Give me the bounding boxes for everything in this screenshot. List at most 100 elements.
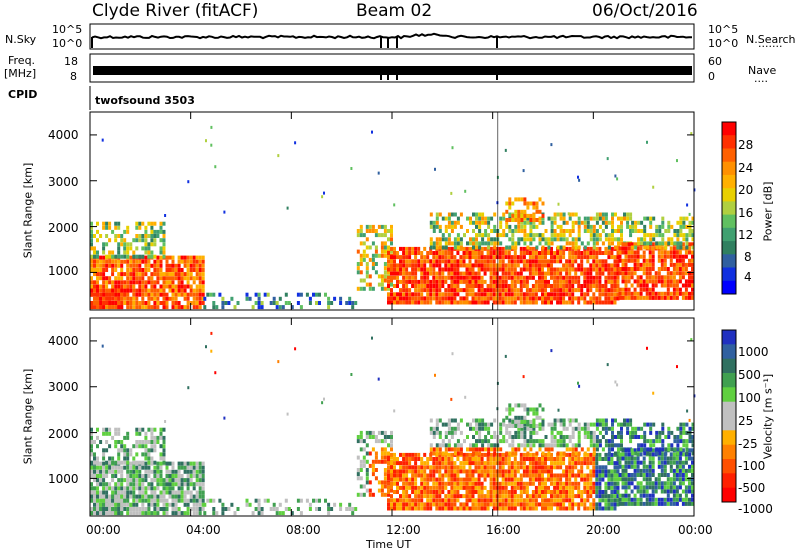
- velocity-cell: [117, 498, 121, 503]
- velocity-cell: [111, 507, 115, 511]
- power-cell: [643, 241, 647, 246]
- velocity-cell: [159, 456, 163, 461]
- velocity-cell: [93, 440, 96, 444]
- power-cell: [480, 279, 484, 284]
- velocity-cell: [577, 494, 581, 499]
- velocity-cell: [550, 452, 553, 457]
- velocity-cell: [414, 461, 418, 466]
- power-cell: [532, 233, 536, 238]
- velocity-cell: [212, 507, 216, 511]
- velocity-cell: [618, 452, 622, 457]
- velocity-cell: [633, 473, 637, 477]
- velocity-cell: [393, 465, 396, 470]
- velocity-cell: [132, 511, 136, 516]
- velocity-cell: [123, 507, 127, 511]
- power-cell: [624, 271, 628, 276]
- velocity-cell: [532, 430, 536, 435]
- power-cell: [613, 271, 617, 276]
- power-cell: [565, 241, 569, 246]
- power-cell: [380, 274, 384, 279]
- power-cell: [441, 300, 445, 305]
- power-cell: [365, 274, 369, 279]
- power-cell: [629, 216, 633, 221]
- power-cell: [123, 246, 127, 251]
- velocity-cell: [396, 502, 399, 507]
- velocity-cell: [477, 457, 481, 461]
- power-cell: [159, 272, 163, 277]
- velocity-cell: [114, 507, 118, 511]
- velocity-cell: [186, 482, 190, 487]
- power-cell: [658, 245, 662, 250]
- velocity-cell: [90, 511, 93, 516]
- power-cell: [438, 241, 442, 246]
- power-cell: [318, 301, 321, 305]
- velocity-cell: [156, 482, 160, 487]
- power-cell: [522, 279, 526, 284]
- power-cell: [611, 241, 614, 246]
- power-cell: [405, 296, 409, 301]
- velocity-cell: [462, 461, 466, 466]
- power-cell: [621, 279, 625, 284]
- velocity-cell: [598, 465, 602, 470]
- power-cell: [102, 255, 106, 260]
- power-cell: [568, 267, 572, 272]
- velocity-cell: [411, 473, 415, 478]
- velocity-cell: [583, 485, 587, 490]
- velocity-cell: [586, 430, 590, 435]
- velocity-cell: [654, 489, 658, 494]
- velocity-cell: [657, 460, 661, 465]
- power-cell: [547, 292, 550, 297]
- power-cell: [150, 229, 154, 234]
- velocity-cell: [544, 457, 547, 461]
- velocity-cell: [486, 490, 490, 494]
- power-cell: [483, 296, 487, 301]
- velocity-cell: [562, 439, 566, 444]
- power-cell: [510, 296, 514, 301]
- velocity-cell: [144, 448, 148, 453]
- velocity-cell: [438, 494, 442, 499]
- velocity-cell: [383, 459, 387, 464]
- power-cell: [528, 292, 532, 297]
- velocity-cell: [444, 494, 448, 499]
- velocity-cell: [368, 492, 372, 497]
- velocity-cell: [201, 469, 205, 474]
- power-cell: [99, 259, 103, 264]
- velocity-cell: [441, 477, 445, 482]
- velocity-cell: [598, 506, 602, 511]
- velocity-cell: [636, 460, 640, 465]
- power-cell: [562, 245, 566, 250]
- power-cell: [637, 229, 641, 233]
- velocity-cell: [183, 494, 187, 499]
- velocity-cell: [639, 485, 643, 490]
- velocity-cell: [483, 498, 487, 503]
- power-cell: [624, 250, 628, 255]
- velocity-cell: [630, 497, 634, 502]
- velocity-cell: [517, 415, 521, 420]
- velocity-cell: [627, 501, 631, 506]
- velocity-cell: [624, 493, 628, 498]
- velocity-cell: [648, 473, 652, 477]
- velocity-cell: [147, 427, 151, 432]
- power-cell: [589, 255, 593, 260]
- power-cell: [180, 284, 184, 289]
- velocity-cell: [444, 469, 448, 474]
- power-cell: [450, 246, 454, 251]
- power-cell: [541, 237, 545, 242]
- velocity-cell: [541, 407, 545, 412]
- velocity-cell: [520, 424, 524, 428]
- power-cell: [126, 272, 130, 277]
- power-cell: [429, 284, 433, 288]
- velocity-cell: [365, 435, 369, 439]
- power-cell: [679, 224, 683, 229]
- velocity-cell: [523, 419, 527, 424]
- velocity-cell: [129, 469, 133, 474]
- power-cell: [660, 275, 664, 280]
- power-cell: [502, 233, 506, 238]
- velocity-cell: [108, 465, 112, 470]
- velocity-cell: [402, 457, 406, 461]
- power-cell: [639, 267, 643, 271]
- velocity-cell: [141, 465, 145, 470]
- velocity-cell: [592, 490, 596, 494]
- power-cell: [432, 251, 436, 255]
- power-cell: [617, 237, 620, 242]
